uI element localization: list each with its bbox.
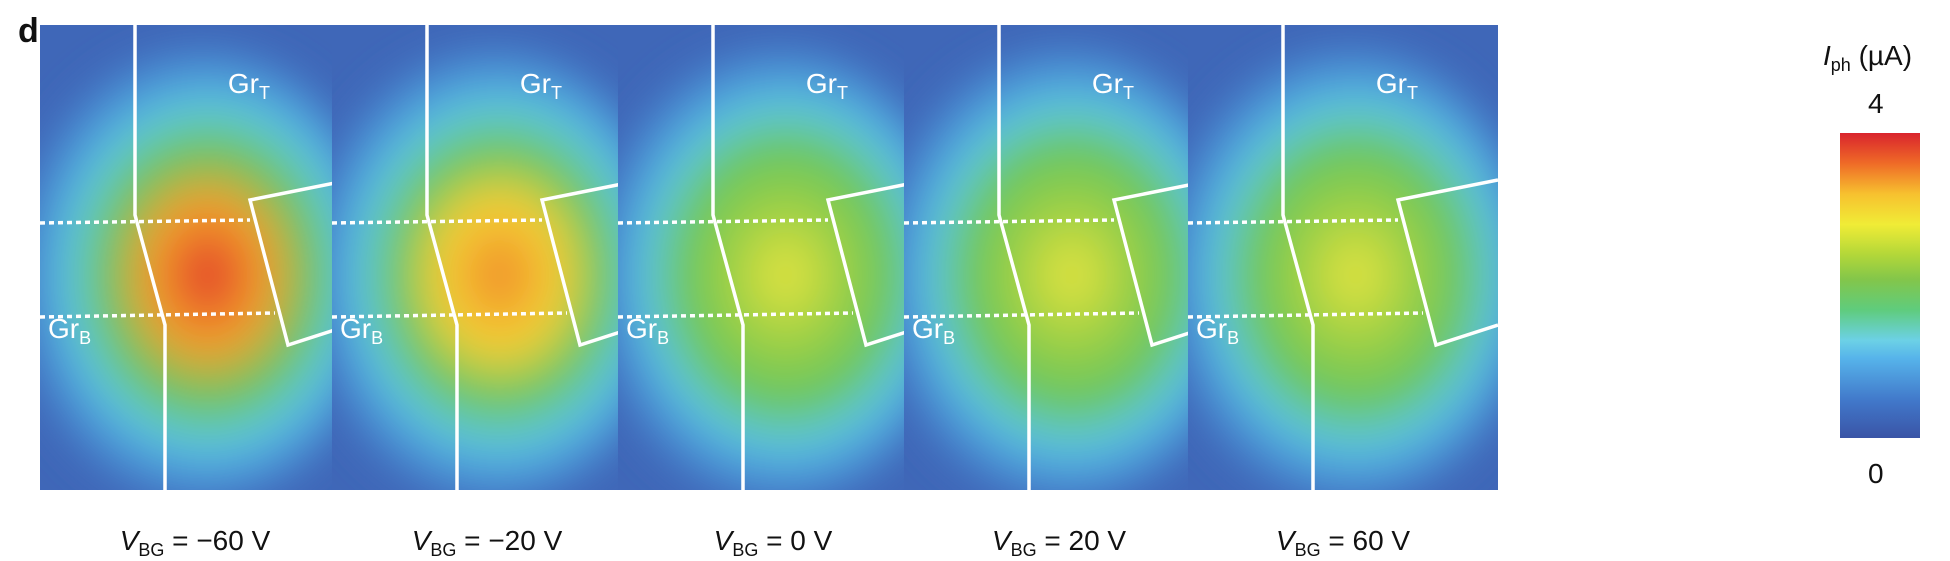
map-panel: GrT GrB VBG = −20 V: [332, 25, 642, 560]
photocurrent-map: [904, 25, 1214, 490]
colorbar-min-label: 0: [1868, 458, 1884, 489]
top-graphene-label: GrT: [227, 68, 270, 103]
map-panel: GrT GrB VBG = −60 V: [40, 25, 350, 560]
map-panel: GrT GrB VBG = 20 V: [904, 25, 1214, 560]
colorbar: [1840, 133, 1920, 438]
top-graphene-label: GrT: [1375, 68, 1418, 103]
colorbar-max-label: 4: [1868, 88, 1884, 119]
gate-voltage-caption: VBG = −20 V: [411, 525, 563, 560]
top-graphene-label: GrT: [1091, 68, 1134, 103]
map-panel: GrT GrB VBG = 0 V: [618, 25, 928, 560]
gate-voltage-caption: VBG = −60 V: [119, 525, 271, 560]
gate-voltage-caption: VBG = 0 V: [713, 525, 833, 560]
bottom-graphene-label: GrB: [912, 313, 956, 348]
photocurrent-map: [40, 25, 350, 490]
colorbar-title: Iph (µA): [1823, 40, 1912, 76]
bottom-graphene-label: GrB: [1196, 313, 1240, 348]
bottom-graphene-label: GrB: [48, 313, 92, 348]
gate-voltage-caption: VBG = 60 V: [1275, 525, 1411, 560]
colorbar-symbol-sub: ph: [1830, 55, 1851, 75]
photocurrent-map: [1188, 25, 1498, 490]
map-panel: GrT GrB VBG = 60 V: [1188, 25, 1498, 560]
photocurrent-map: [618, 25, 928, 490]
panel-letter: d: [18, 12, 39, 50]
bottom-graphene-label: GrB: [340, 313, 384, 348]
colorbar-unit: (µA): [1858, 40, 1913, 71]
gate-voltage-caption: VBG = 20 V: [991, 525, 1127, 560]
bottom-graphene-label: GrB: [626, 313, 670, 348]
top-graphene-label: GrT: [805, 68, 848, 103]
photocurrent-map: [332, 25, 642, 490]
top-graphene-label: GrT: [519, 68, 562, 103]
colorbar-symbol: I: [1823, 40, 1831, 71]
